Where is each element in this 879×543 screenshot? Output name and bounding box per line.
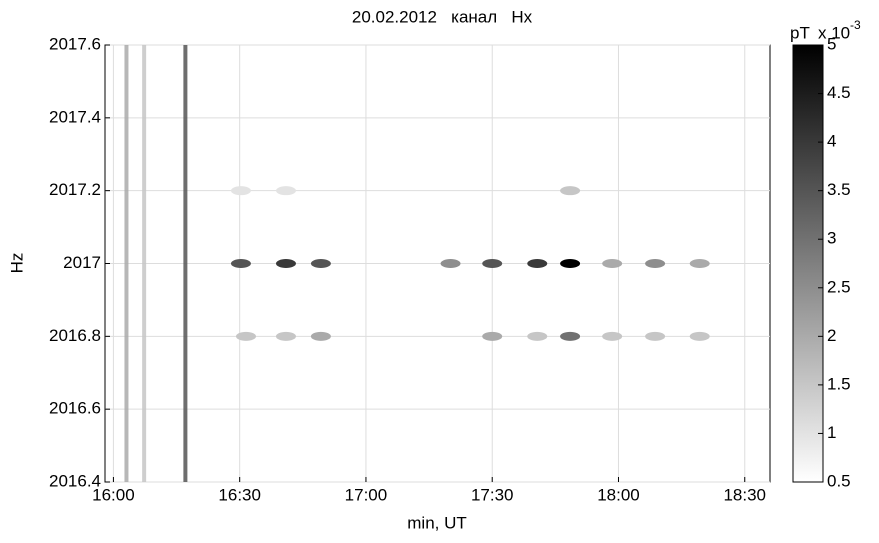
signal-blob	[275, 331, 296, 341]
signal-blob	[310, 331, 331, 341]
colorbar-tick-label: 4.5	[827, 83, 851, 102]
x-tick-label: 17:00	[345, 485, 388, 504]
signal-blob	[482, 259, 503, 268]
signal-blob	[275, 259, 296, 268]
colorbar-tick-label: 1.5	[827, 374, 851, 393]
colorbar-tick-label: 2.5	[827, 277, 851, 296]
y-tick-label: 2017.6	[49, 34, 101, 53]
y-tick-label: 2017.2	[49, 180, 101, 199]
colorbar-tick-label: 3.5	[827, 180, 851, 199]
y-tick-label: 2016.8	[49, 326, 101, 345]
signal-blob	[440, 259, 461, 268]
colorbar-tick-label: 3	[827, 229, 836, 248]
x-axis-label: min, UT	[407, 513, 467, 532]
colorbar-tick-label: 1	[827, 423, 836, 442]
y-tick-label: 2017.4	[49, 107, 101, 126]
signal-blob	[527, 259, 548, 268]
colorbar-tick-label: 2	[827, 326, 836, 345]
y-axis-label: Hz	[7, 253, 26, 274]
x-tick-label: 18:30	[723, 485, 766, 504]
signal-blob	[235, 331, 256, 341]
x-tick-label: 18:00	[597, 485, 640, 504]
colorbar-tick-label: 5	[827, 34, 836, 53]
x-tick-label: 16:00	[92, 485, 135, 504]
signal-blob	[230, 259, 251, 268]
signal-blob	[602, 331, 623, 341]
colorbar-tick-label: 0.5	[827, 471, 851, 490]
colorbar-multiplier: x 10	[818, 23, 850, 42]
signal-blob	[560, 259, 581, 268]
y-tick-label: 2017	[63, 253, 101, 272]
colorbar-exponent: -3	[850, 18, 861, 32]
signal-blob	[689, 259, 710, 268]
signal-blob	[602, 259, 623, 268]
x-tick-label: 17:30	[471, 485, 514, 504]
x-tick-label: 16:30	[218, 485, 261, 504]
signal-blob	[482, 331, 503, 341]
signal-blob	[560, 331, 581, 341]
vertical-line	[124, 45, 129, 482]
signal-blob	[645, 259, 666, 268]
vertical-line	[183, 45, 188, 482]
signal-blob	[230, 186, 251, 196]
signal-blob	[527, 331, 548, 341]
signal-blob	[560, 186, 581, 196]
y-tick-label: 2016.6	[49, 399, 101, 418]
colorbar	[792, 44, 824, 483]
signal-blob	[275, 186, 296, 196]
colorbar-tick-label: 4	[827, 132, 836, 151]
signal-blob	[689, 331, 710, 341]
y-tick-label: 2016.4	[49, 471, 101, 490]
colorbar-label: pT	[790, 23, 810, 42]
signal-blob	[645, 331, 666, 341]
signal-blob	[310, 259, 331, 268]
vertical-line	[142, 45, 147, 482]
chart-title: 20.02.2012 канал Hx	[352, 7, 533, 26]
